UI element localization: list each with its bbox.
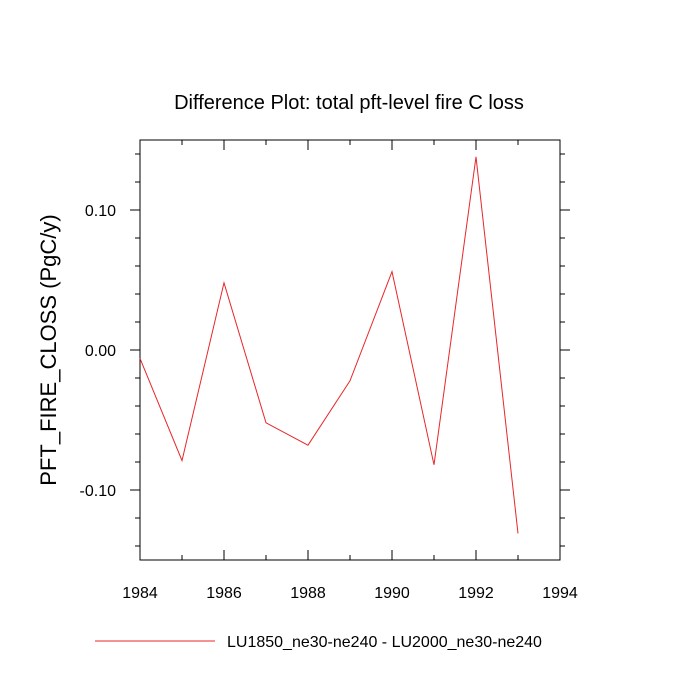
series-lines: [139, 156, 519, 534]
y-tick-label: 0.00: [85, 343, 116, 360]
chart-title: Difference Plot: total pft-level fire C …: [174, 92, 524, 114]
x-tick-label: 1986: [206, 585, 242, 602]
x-tick-label: 1994: [542, 585, 578, 602]
y-axis-label: PFT_FIRE_CLOSS (PgC/y): [36, 214, 61, 485]
x-tick-label: 1984: [122, 585, 158, 602]
legend: LU1850_ne30-ne240 - LU2000_ne30-ne240: [95, 634, 542, 651]
x-tick-label: 1992: [458, 585, 494, 602]
axis-tick-labels: 1984 1986 1988 1990 1992 1994 -0.10 0.00 0.10: [80, 203, 578, 602]
x-tick-label: 1990: [374, 585, 410, 602]
y-tick-label: -0.10: [80, 483, 117, 500]
y-tick-label: 0.10: [85, 203, 116, 220]
legend-label: LU1850_ne30-ne240 - LU2000_ne30-ne240: [227, 634, 542, 651]
x-tick-label: 1988: [290, 585, 326, 602]
axis-ticks: [130, 140, 570, 560]
plot-frame: [139, 139, 561, 561]
series-line: [139, 156, 519, 534]
